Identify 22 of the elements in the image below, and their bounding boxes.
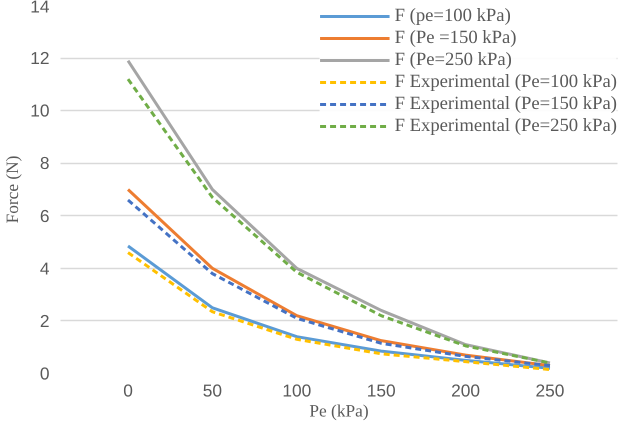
legend-label: F Experimental (Pe=250 kPa) (394, 115, 617, 137)
y-tick-label: 14 (30, 0, 50, 16)
legend-label: F (Pe =150 kPa) (394, 27, 517, 49)
y-tick-label: 2 (40, 310, 50, 331)
x-axis-title: Pe (kPa) (309, 402, 369, 420)
y-axis-title: Force (N) (3, 155, 22, 224)
legend-label: F Experimental (Pe=100 kPa) (394, 71, 617, 93)
legend-label: F (Pe=250 kPa) (394, 49, 512, 71)
y-tick-label: 6 (40, 206, 50, 226)
x-tick-label: 200 (451, 380, 480, 400)
y-tick-label: 8 (40, 153, 50, 174)
x-tick-label: 100 (282, 380, 312, 400)
legend-label: F (pe=100 kPa) (394, 5, 511, 27)
y-tick-label: 12 (30, 48, 50, 68)
legend-label: F Experimental (Pe=150 kPa) (394, 93, 617, 115)
x-tick-label: 0 (123, 380, 133, 400)
y-tick-label: 0 (40, 364, 50, 384)
x-tick-label: 50 (202, 380, 222, 400)
x-tick-label: 150 (366, 380, 396, 400)
y-tick-label: 10 (30, 100, 50, 121)
x-tick-label: 250 (536, 380, 564, 400)
y-tick-label: 4 (40, 258, 50, 278)
